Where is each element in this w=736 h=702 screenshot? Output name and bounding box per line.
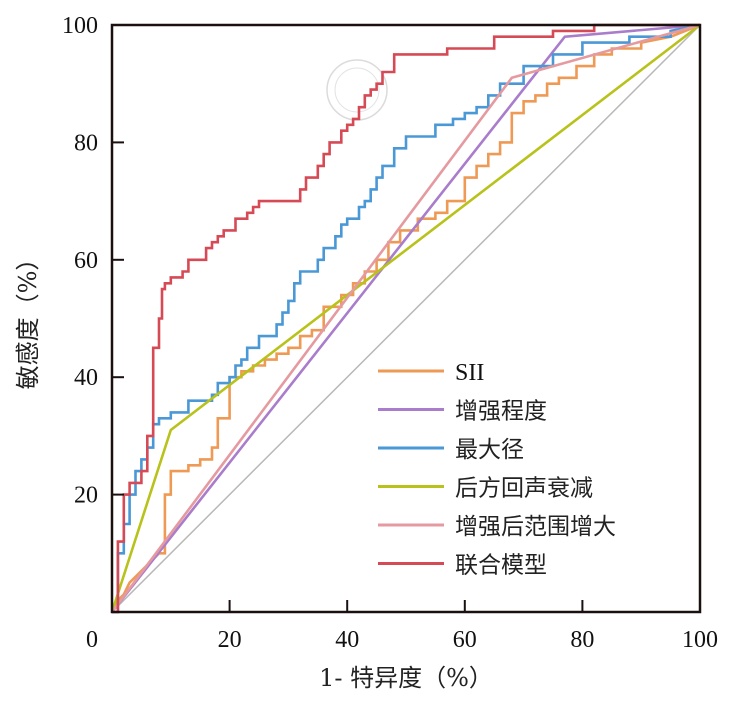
legend-label: 后方回声衰减 <box>455 476 593 502</box>
x-tick-label: 60 <box>453 627 477 653</box>
x-tick-label-0: 0 <box>86 627 98 653</box>
x-tick-label: 20 <box>218 627 242 653</box>
roc-curve-3 <box>112 23 701 614</box>
y-tick-label: 80 <box>74 130 98 156</box>
watermark-seal-inner-icon <box>334 67 380 113</box>
legend-label: SII <box>455 360 484 386</box>
legend-label: 增强程度 <box>455 399 547 425</box>
legend-label: 最大径 <box>455 437 524 463</box>
y-tick-label: 20 <box>74 483 98 509</box>
series-layer <box>110 23 701 614</box>
y-axis-title: 敏感度（%） <box>14 247 42 390</box>
x-tick-label: 100 <box>682 627 718 653</box>
y-tick-label: 40 <box>74 365 98 391</box>
roc-curve-6 <box>112 23 700 614</box>
roc-curve-5 <box>110 23 701 613</box>
roc-curve-1 <box>110 23 701 613</box>
watermark <box>326 59 388 121</box>
y-tick-label: 100 <box>62 13 98 39</box>
roc-curve-2 <box>110 23 701 613</box>
y-axis-ticks: 20 40 60 80 100 <box>62 13 124 509</box>
x-tick-label: 40 <box>335 627 359 653</box>
x-axis-title: 1- 特异度（%） <box>319 664 493 692</box>
x-axis-ticks: 20 40 60 80 100 <box>218 600 718 653</box>
legend-label: 增强后范围增大 <box>455 514 616 540</box>
x-tick-label: 80 <box>570 627 594 653</box>
roc-curve-4 <box>110 23 701 613</box>
axes: 20 40 60 80 100 20 40 60 80 100 <box>62 13 718 653</box>
legend-label: 联合模型 <box>455 553 547 579</box>
plot-frame <box>110 23 702 614</box>
y-tick-label: 60 <box>74 248 98 274</box>
watermark-seal-icon <box>326 59 388 121</box>
reference-diagonal-line <box>111 24 701 613</box>
